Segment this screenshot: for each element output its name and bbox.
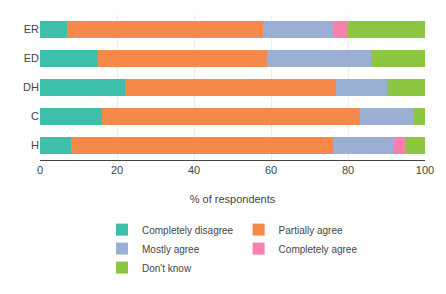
- svg-text:60: 60: [265, 164, 277, 176]
- svg-text:ER: ER: [24, 23, 39, 35]
- svg-text:ED: ED: [24, 52, 39, 64]
- svg-text:C: C: [31, 110, 39, 122]
- svg-text:Mostly agree: Mostly agree: [142, 244, 200, 255]
- svg-text:% of respondents: % of respondents: [190, 193, 276, 205]
- svg-text:Completely agree: Completely agree: [279, 244, 358, 255]
- svg-text:20: 20: [111, 164, 123, 176]
- svg-text:Partially agree: Partially agree: [279, 225, 343, 236]
- svg-text:DH: DH: [23, 81, 39, 93]
- svg-text:40: 40: [188, 164, 200, 176]
- svg-text:0: 0: [37, 164, 43, 176]
- svg-text:80: 80: [342, 164, 354, 176]
- svg-text:Don't know: Don't know: [142, 263, 192, 274]
- svg-text:100: 100: [416, 164, 434, 176]
- svg-text:Completely disagree: Completely disagree: [142, 225, 234, 236]
- svg-text:H: H: [31, 139, 39, 151]
